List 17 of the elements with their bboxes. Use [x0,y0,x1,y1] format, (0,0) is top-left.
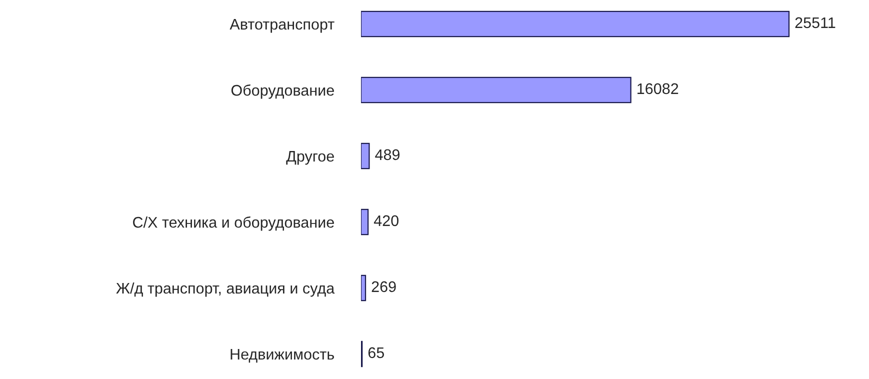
y-tick-label: Недвижимость [230,349,334,363]
bar [361,76,632,104]
bar [361,208,369,236]
data-label: 269 [372,281,396,292]
bar [361,142,370,170]
bar [361,274,366,302]
y-tick-label: Другое [286,151,334,165]
data-label: 25511 [795,17,836,28]
data-label: 16082 [638,83,678,94]
data-label: 489 [375,149,400,160]
bar [361,10,790,38]
y-tick-label: Ж/д транспорт, авиация и суда [116,282,335,297]
data-label: 420 [374,215,398,226]
y-tick-label: С/Х техника и оборудование [133,216,334,231]
y-tick-label: Автотранспорт [230,19,334,33]
data-label: 65 [368,347,384,358]
y-tick-label: Оборудование [231,84,334,99]
